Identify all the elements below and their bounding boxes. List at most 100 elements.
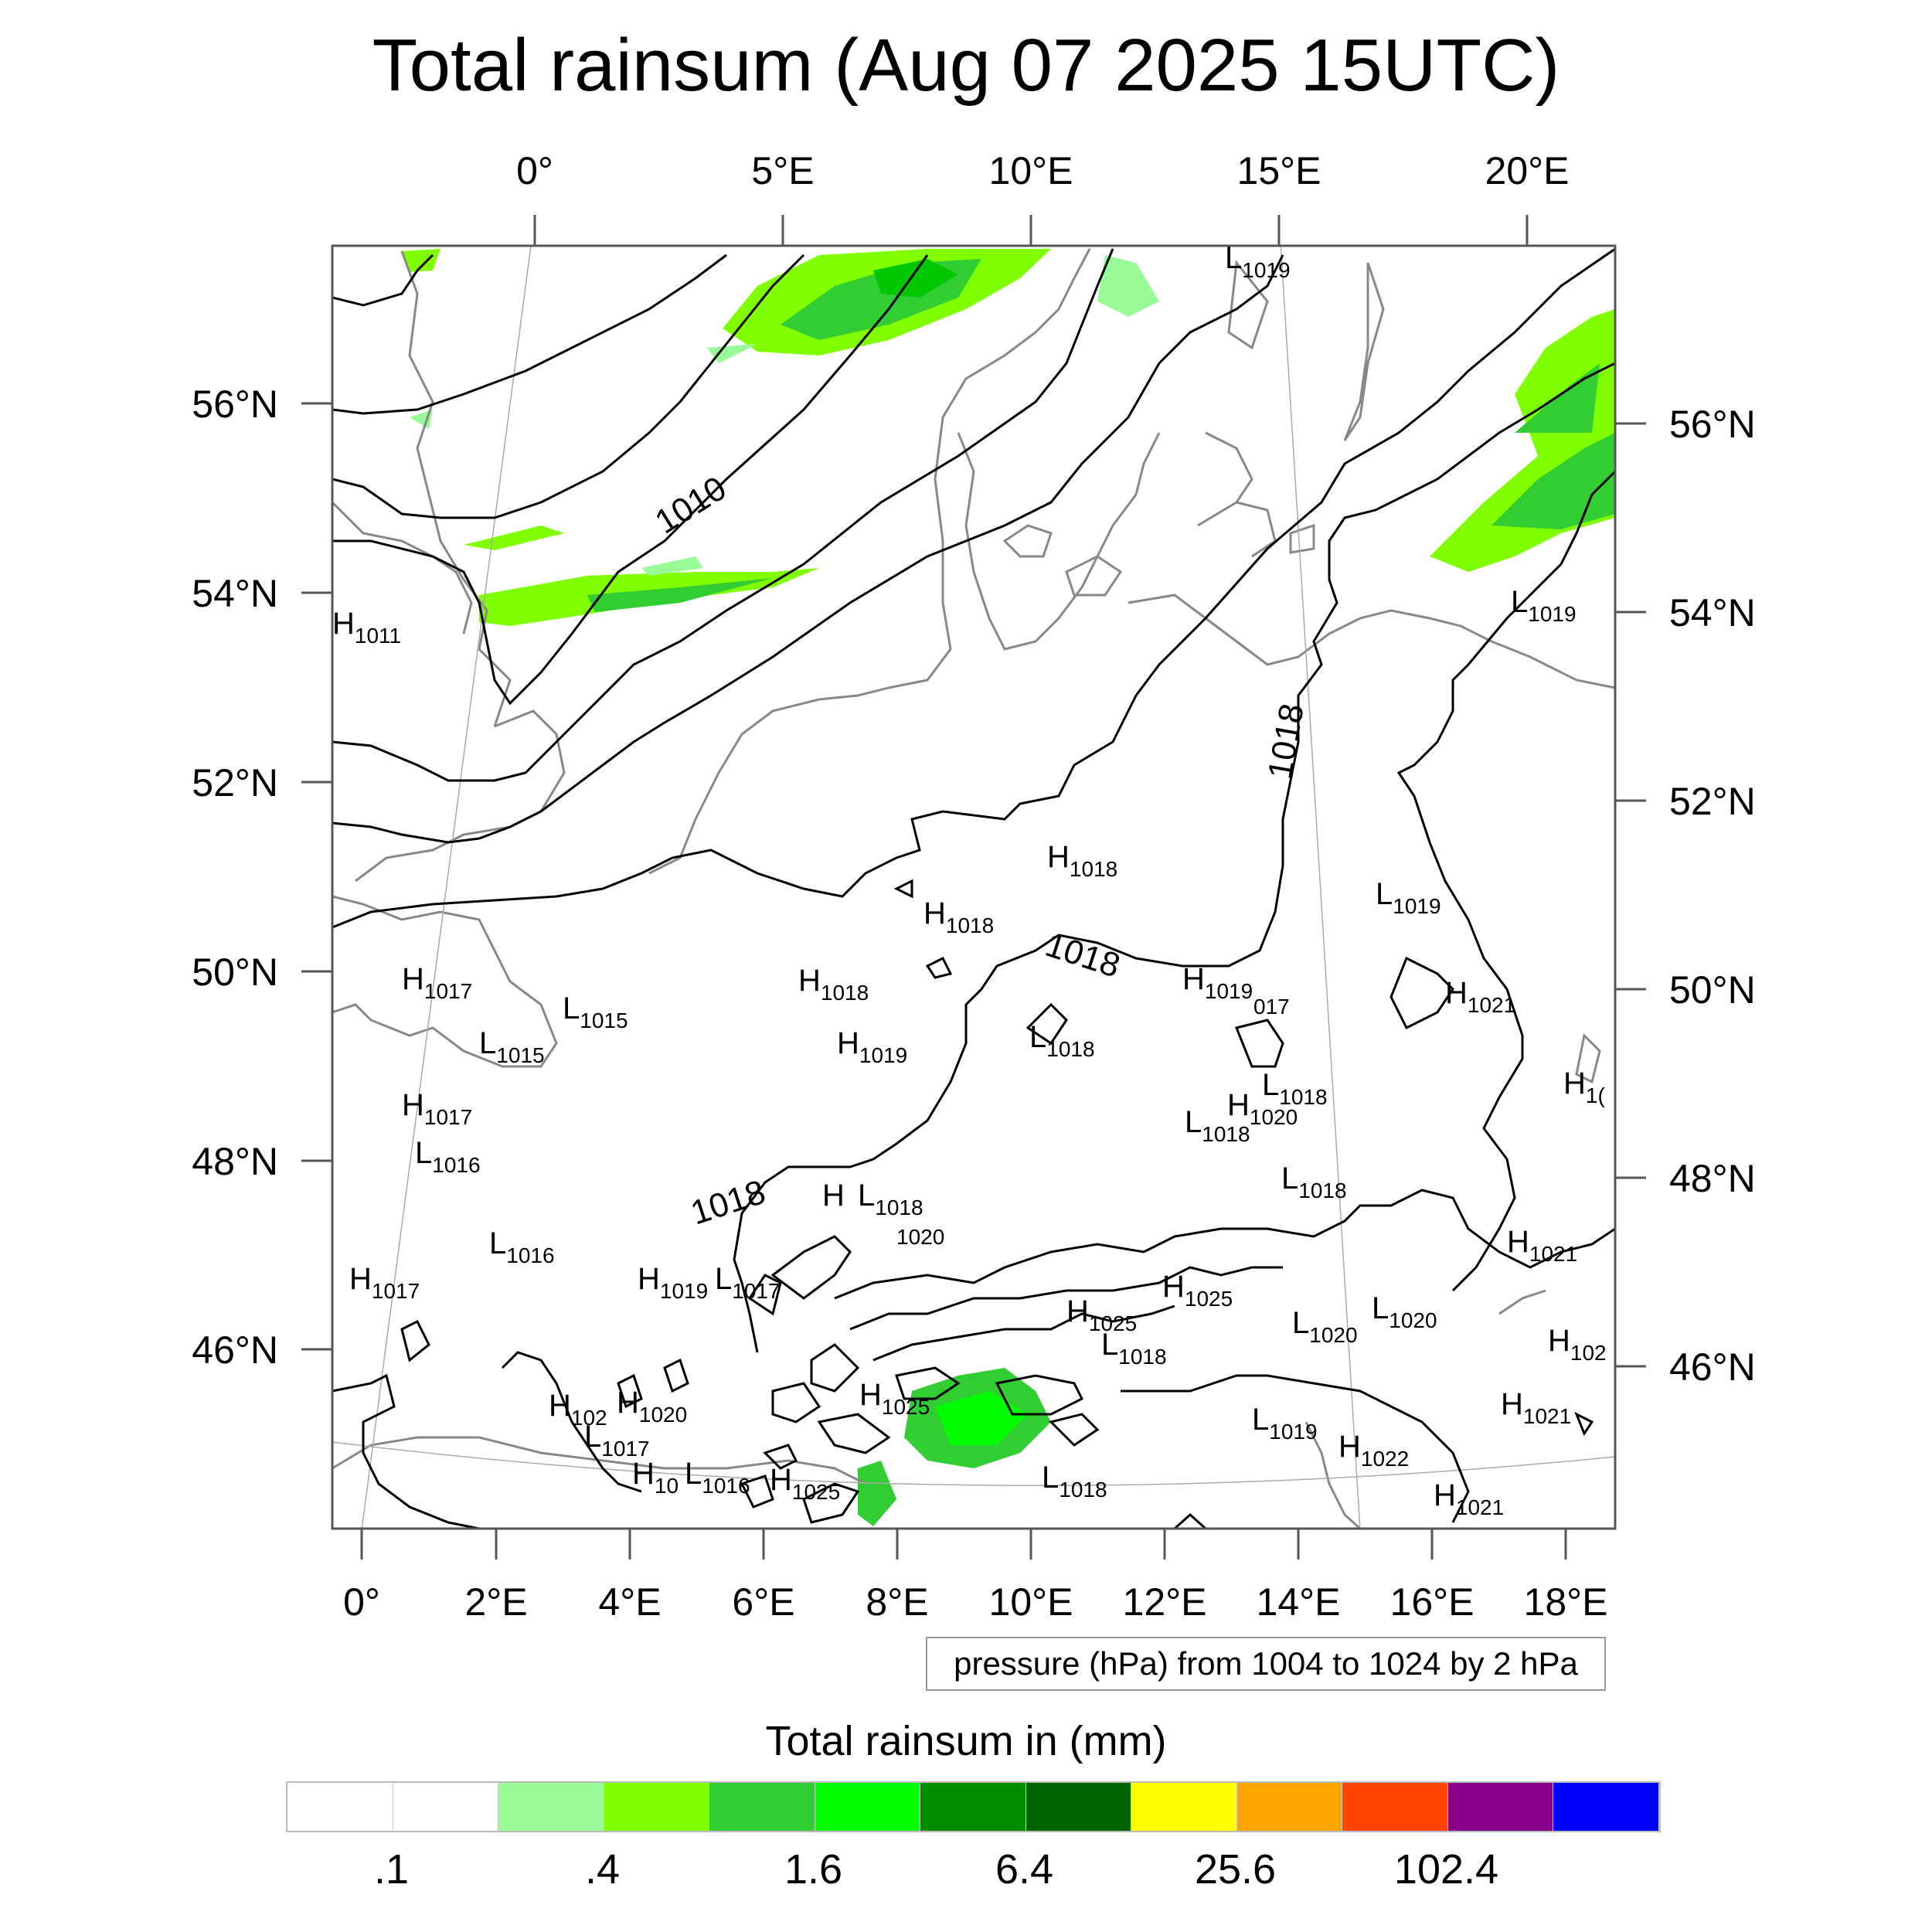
colorbar-label: 25.6 bbox=[1194, 1846, 1277, 1893]
contour-label: 1018 bbox=[1261, 701, 1311, 782]
right-lat-label: 46°N bbox=[1669, 1345, 1756, 1389]
pressure-center-label: L1016 bbox=[489, 1226, 555, 1267]
coastlines bbox=[332, 248, 1615, 1529]
contour-label: 1010 bbox=[648, 469, 733, 541]
top-lon-labels: 0° 5°E 10°E 15°E 20°E bbox=[516, 149, 1569, 192]
top-lon-label: 10°E bbox=[989, 149, 1073, 192]
bottom-lon-label: 8°E bbox=[866, 1580, 928, 1624]
pressure-center-label: H1017 bbox=[402, 962, 472, 1003]
left-lat-label: 54°N bbox=[192, 572, 278, 615]
pressure-center-label: L1018 bbox=[1262, 1068, 1328, 1109]
bottom-lon-label: 10°E bbox=[989, 1580, 1073, 1624]
pressure-center-label: H1( bbox=[1563, 1066, 1605, 1107]
pressure-centers: L1019H1011L1019H1018L1019H1018H1018H1017… bbox=[332, 241, 1607, 1519]
top-lon-label: 0° bbox=[516, 149, 553, 192]
left-lat-label: 48°N bbox=[192, 1140, 278, 1183]
pressure-center-label: L1018 bbox=[858, 1179, 923, 1219]
bottom-lon-label: 14°E bbox=[1257, 1580, 1341, 1624]
contour-label: 1018 bbox=[1041, 926, 1124, 985]
pressure-center-label: H1020 bbox=[617, 1386, 687, 1427]
pressure-center-label: L1018 bbox=[1101, 1328, 1167, 1369]
pressure-center-label: H1019 bbox=[837, 1026, 907, 1067]
bottom-lon-label: 0° bbox=[343, 1580, 380, 1624]
colorbar-swatch bbox=[1342, 1783, 1448, 1831]
pressure-center-label: H102 bbox=[549, 1389, 607, 1430]
pressure-center-label: H1019 bbox=[1182, 962, 1253, 1003]
pressure-center-label: H1022 bbox=[1338, 1430, 1409, 1471]
pressure-center-label: H1021 bbox=[1507, 1225, 1577, 1266]
colorbar-label: .4 bbox=[584, 1846, 621, 1893]
pressure-center-label: H1020 bbox=[1227, 1088, 1298, 1129]
pressure-center-label: H1018 bbox=[798, 964, 869, 1005]
pressure-center-label: H1019 bbox=[638, 1262, 708, 1303]
map-content: 1010 1018 1018 1018 L1019 H1011 L1019 H1018… bbox=[332, 241, 1615, 1529]
top-lon-label: 20°E bbox=[1485, 149, 1570, 192]
pressure-center-label: H1025 bbox=[1066, 1294, 1137, 1335]
pressure-center-label: 017 bbox=[1253, 995, 1290, 1019]
top-lon-label: 15°E bbox=[1237, 149, 1321, 192]
colorbar-title: Total rainsum in (mm) bbox=[765, 1718, 1167, 1764]
colorbar-label: .1 bbox=[373, 1846, 410, 1893]
bottom-lon-label: 12°E bbox=[1123, 1580, 1207, 1624]
bottom-lon-labels: 0° 2°E 4°E 6°E 8°E 10°E 12°E 14°E 16°E 1… bbox=[343, 1580, 1607, 1624]
pressure-center-label: 1020 bbox=[896, 1225, 944, 1249]
pressure-center-label: H1025 bbox=[859, 1378, 930, 1419]
right-lat-label: 50°N bbox=[1669, 968, 1756, 1012]
colorbar-swatch bbox=[604, 1783, 709, 1831]
pressure-center-label: L1017 bbox=[584, 1420, 650, 1461]
colorbar-swatch bbox=[1236, 1783, 1342, 1831]
pressure-center-label: H102 bbox=[1548, 1324, 1607, 1365]
pressure-center-label: H1018 bbox=[1047, 840, 1117, 881]
pressure-center-label: H1025 bbox=[770, 1463, 840, 1504]
isobars bbox=[332, 247, 1615, 1529]
right-lat-label: 48°N bbox=[1669, 1157, 1756, 1200]
colorbar-swatch bbox=[498, 1783, 604, 1831]
colorbar-swatch bbox=[1131, 1783, 1237, 1831]
bottom-lon-label: 4°E bbox=[598, 1580, 661, 1624]
pressure-center-label: H1025 bbox=[1162, 1270, 1233, 1311]
colorbar-swatch bbox=[709, 1783, 815, 1831]
colorbar-swatch bbox=[920, 1783, 1026, 1831]
colorbar bbox=[286, 1781, 1661, 1832]
graticule bbox=[332, 246, 1615, 1529]
pressure-center-label: L1018 bbox=[1029, 1020, 1095, 1061]
pressure-center-label: L1015 bbox=[563, 992, 628, 1032]
pressure-center-label: H1017 bbox=[349, 1262, 420, 1303]
pressure-center-label: H10 bbox=[632, 1457, 679, 1498]
pressure-center-label: L1019 bbox=[1225, 241, 1291, 282]
pressure-center-label: L1019 bbox=[1511, 585, 1577, 626]
bottom-lon-label: 16°E bbox=[1390, 1580, 1475, 1624]
pressure-center-label: L1020 bbox=[1372, 1291, 1437, 1332]
bottom-lon-label: 6°E bbox=[732, 1580, 794, 1624]
colorbar-swatch bbox=[1447, 1783, 1553, 1831]
pressure-center-label: L1015 bbox=[479, 1026, 545, 1067]
pressure-center-label: L1020 bbox=[1292, 1306, 1358, 1347]
colorbar-label: 6.4 bbox=[995, 1846, 1054, 1893]
pressure-center-label: H1021 bbox=[1445, 976, 1515, 1017]
pressure-center-label: L1019 bbox=[1252, 1403, 1318, 1444]
pressure-center-label: H1018 bbox=[923, 896, 994, 937]
pressure-center-label: L1018 bbox=[1281, 1162, 1347, 1202]
colorbar-swatch bbox=[1026, 1783, 1131, 1831]
left-lat-label: 50°N bbox=[192, 951, 278, 994]
pressure-center-label: L1018 bbox=[1185, 1105, 1250, 1146]
pressure-center-label: L1018 bbox=[1042, 1461, 1107, 1502]
pressure-center-label: L1016 bbox=[415, 1136, 481, 1177]
colorbar-label: 102.4 bbox=[1393, 1846, 1499, 1893]
left-lat-label: 56°N bbox=[192, 383, 278, 426]
pressure-center-label: H bbox=[822, 1179, 845, 1213]
map-title: Total rainsum (Aug 07 2025 15UTC) bbox=[372, 24, 1560, 107]
pressure-center-label: H1021 bbox=[1501, 1387, 1571, 1428]
right-lat-label: 52°N bbox=[1669, 780, 1756, 823]
pressure-center-label: H1021 bbox=[1434, 1478, 1504, 1519]
rain-areas bbox=[402, 249, 1615, 1526]
bottom-lon-label: 18°E bbox=[1524, 1580, 1608, 1624]
right-lat-label: 56°N bbox=[1669, 403, 1756, 446]
left-lat-label: 52°N bbox=[192, 761, 278, 804]
left-lat-labels: 56°N 54°N 52°N 50°N 48°N 46°N bbox=[192, 383, 278, 1372]
colorbar-swatch bbox=[1553, 1783, 1659, 1831]
left-lat-label: 46°N bbox=[192, 1328, 278, 1372]
pressure-center-label: L1017 bbox=[715, 1262, 781, 1303]
map-frame bbox=[331, 244, 1617, 1530]
